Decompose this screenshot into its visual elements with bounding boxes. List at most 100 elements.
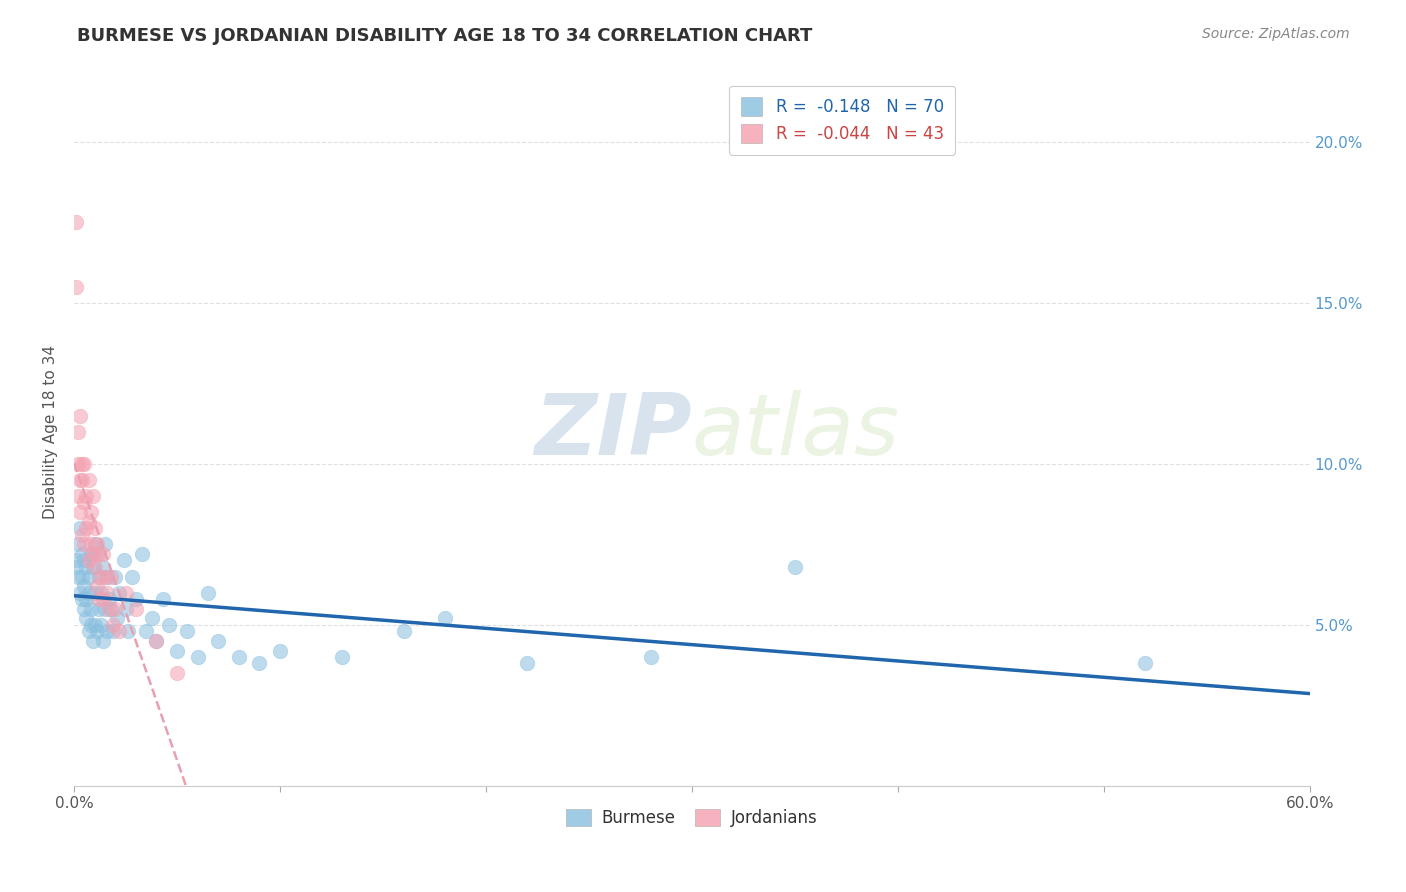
Point xyxy=(105,611,128,625)
Point xyxy=(135,624,157,639)
Point xyxy=(166,666,188,681)
Point xyxy=(82,633,104,648)
Point xyxy=(114,601,136,615)
Point xyxy=(87,569,110,583)
Point xyxy=(77,569,100,583)
Point xyxy=(94,569,117,583)
Point xyxy=(90,585,112,599)
Point xyxy=(91,592,114,607)
Legend: Burmese, Jordanians: Burmese, Jordanians xyxy=(560,803,824,834)
Y-axis label: Disability Age 18 to 34: Disability Age 18 to 34 xyxy=(44,344,58,518)
Point xyxy=(67,569,90,583)
Point xyxy=(104,569,127,583)
Point xyxy=(65,559,87,574)
Point xyxy=(197,585,219,599)
Point xyxy=(103,624,125,639)
Point xyxy=(75,489,97,503)
Point xyxy=(187,650,209,665)
Point xyxy=(79,505,101,519)
Point xyxy=(87,547,110,561)
Text: atlas: atlas xyxy=(692,390,900,473)
Point xyxy=(108,624,131,639)
Point xyxy=(79,537,101,551)
Point xyxy=(516,657,538,671)
Point xyxy=(77,624,100,639)
Point xyxy=(121,569,143,583)
Point xyxy=(73,537,96,551)
Text: Source: ZipAtlas.com: Source: ZipAtlas.com xyxy=(1202,27,1350,41)
Point xyxy=(83,537,105,551)
Point xyxy=(783,559,806,574)
Point xyxy=(67,457,90,471)
Point xyxy=(112,553,135,567)
Point xyxy=(125,601,148,615)
Point xyxy=(72,569,94,583)
Point xyxy=(77,553,100,567)
Point xyxy=(157,617,180,632)
Point xyxy=(83,521,105,535)
Point xyxy=(91,559,114,574)
Point xyxy=(79,547,101,561)
Point xyxy=(90,617,112,632)
Point xyxy=(72,457,94,471)
Point xyxy=(392,624,415,639)
Point xyxy=(98,601,121,615)
Point xyxy=(100,569,122,583)
Point xyxy=(207,633,229,648)
Point xyxy=(166,643,188,657)
Point xyxy=(86,624,108,639)
Point xyxy=(82,559,104,574)
Point xyxy=(72,547,94,561)
Point xyxy=(152,592,174,607)
Point xyxy=(72,527,94,541)
Point xyxy=(72,592,94,607)
Point xyxy=(83,559,105,574)
Point xyxy=(69,409,91,423)
Point xyxy=(75,521,97,535)
Point xyxy=(86,579,108,593)
Point xyxy=(145,633,167,648)
Point xyxy=(96,624,118,639)
Point xyxy=(67,425,90,439)
Point xyxy=(67,489,90,503)
Point xyxy=(141,611,163,625)
Point xyxy=(69,585,91,599)
Point xyxy=(79,601,101,615)
Point xyxy=(117,624,139,639)
Point xyxy=(94,537,117,551)
Point xyxy=(86,547,108,561)
Point xyxy=(73,553,96,567)
Point xyxy=(108,585,131,599)
Point xyxy=(77,515,100,529)
Point xyxy=(145,633,167,648)
Point xyxy=(91,547,114,561)
Text: BURMESE VS JORDANIAN DISABILITY AGE 18 TO 34 CORRELATION CHART: BURMESE VS JORDANIAN DISABILITY AGE 18 T… xyxy=(77,27,813,45)
Point xyxy=(65,215,87,229)
Point xyxy=(87,592,110,607)
Point xyxy=(75,592,97,607)
Point xyxy=(104,601,127,615)
Point xyxy=(73,579,96,593)
Point xyxy=(90,569,112,583)
Point xyxy=(103,617,125,632)
Point xyxy=(330,650,353,665)
Point xyxy=(69,505,91,519)
Point xyxy=(75,611,97,625)
Point xyxy=(433,611,456,625)
Point xyxy=(176,624,198,639)
Point xyxy=(77,473,100,487)
Point xyxy=(65,279,87,293)
Point xyxy=(69,521,91,535)
Point xyxy=(86,537,108,551)
Point xyxy=(77,585,100,599)
Point xyxy=(83,617,105,632)
Point xyxy=(1133,657,1156,671)
Point xyxy=(79,617,101,632)
Point xyxy=(82,489,104,503)
Point xyxy=(131,547,153,561)
Point xyxy=(96,585,118,599)
Point xyxy=(65,553,87,567)
Point xyxy=(100,601,122,615)
Point xyxy=(98,592,121,607)
Point xyxy=(96,569,118,583)
